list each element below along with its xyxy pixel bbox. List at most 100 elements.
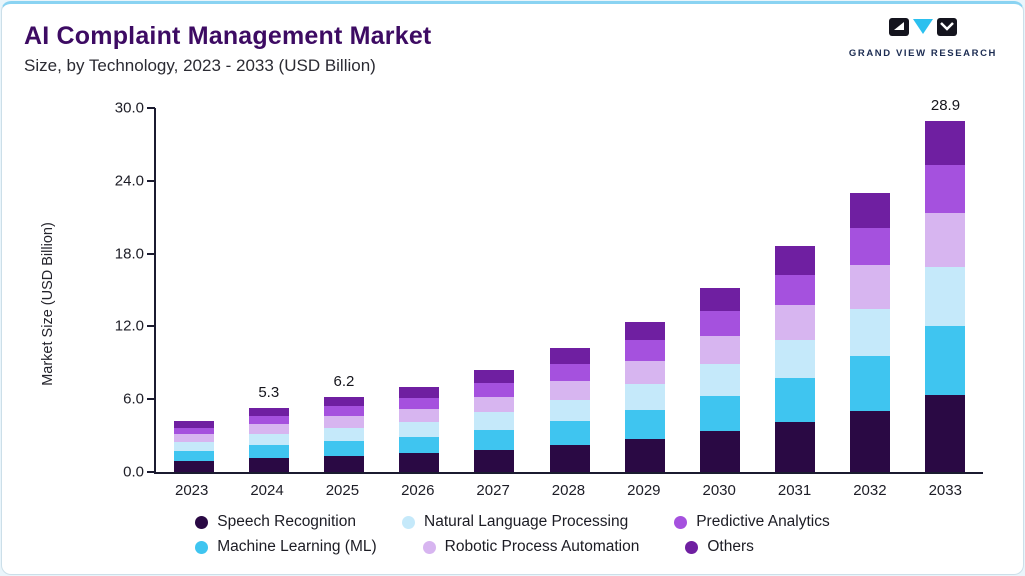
legend-label: Others: [707, 538, 754, 555]
bar-group-2030: [682, 108, 757, 472]
bar-segment: [399, 409, 440, 423]
logo-mark-icon: [853, 18, 993, 44]
y-tick-mark: [147, 398, 155, 401]
bar-segment: [248, 445, 289, 458]
bar-segment: [549, 380, 590, 400]
legend-dot-icon: [195, 540, 209, 554]
bar-segment: [699, 395, 740, 432]
bar-segment: [624, 409, 665, 439]
bar-segment: [399, 422, 440, 437]
bar-segment: [549, 363, 590, 381]
stacked-bar: [399, 387, 440, 472]
bar-segment: [399, 436, 440, 454]
legend-dot-icon: [685, 540, 699, 554]
legend-label: Speech Recognition: [217, 513, 356, 530]
bar-group-2023: [156, 108, 231, 472]
x-tick-label: 2026: [401, 482, 435, 499]
bar-segment: [474, 396, 515, 413]
y-tick-mark: [147, 471, 155, 473]
y-tick-mark: [147, 252, 155, 255]
page-title: AI Complaint Management Market: [24, 22, 432, 50]
bar-segment: [549, 444, 590, 472]
bar-segment: [173, 460, 214, 472]
bar-segment: [399, 387, 440, 398]
bar-group-2024: 5.3: [231, 108, 306, 472]
bar-segment: [699, 364, 740, 396]
bar-segment: [699, 431, 740, 472]
bar-segment: [775, 340, 816, 379]
bar-segment: [248, 457, 289, 472]
y-axis-title: Market Size (USD Billion): [40, 221, 56, 386]
legend-label: Predictive Analytics: [696, 513, 830, 530]
bar-segment: [323, 428, 364, 441]
bar-group-2031: [758, 108, 833, 472]
x-tick-label: 2023: [174, 482, 209, 499]
stacked-bar: [775, 246, 816, 472]
bar-segment: [775, 274, 816, 306]
x-tick-label: 2033: [928, 482, 962, 499]
x-tick-label: 2032: [853, 482, 887, 499]
bar-segment: [399, 397, 440, 410]
bar-segment: [699, 287, 740, 311]
legend-item: Robotic Process Automation: [422, 538, 640, 556]
bar-segment: [624, 321, 665, 341]
bar-value-label: 28.9: [930, 97, 961, 115]
legend-item: Others: [685, 538, 754, 556]
bar-segment: [925, 165, 966, 213]
stacked-bar: [624, 321, 665, 472]
bar-segment: [173, 421, 214, 428]
bar-segment: [624, 360, 665, 384]
grand-view-research-logo: GRAND VIEW RESEARCH: [849, 18, 997, 59]
bar-segment: [624, 383, 665, 410]
bar-segment: [925, 326, 966, 395]
bar-value-label: 6.2: [333, 372, 355, 390]
y-tick-label: 12.0: [114, 317, 144, 335]
y-tick-label: 18.0: [114, 245, 144, 263]
bar-segment: [173, 450, 214, 461]
bar-segment: [323, 396, 364, 407]
legend-item: Machine Learning (ML): [195, 538, 377, 556]
x-axis-labels: 2023 2024 2025 2026 2027 2028 2029 2030 2031 2032…: [154, 482, 983, 499]
bar-segment: [925, 121, 966, 166]
bar-group-2033: 28.9: [908, 97, 983, 472]
bar-segment: [925, 266, 966, 327]
bar-group-2032: [833, 108, 908, 472]
bar-segment: [474, 449, 515, 472]
x-tick-label: 2024: [250, 482, 284, 499]
y-tick-mark: [147, 179, 155, 182]
legend-dot-icon: [402, 515, 415, 529]
bar-segment: [549, 420, 590, 445]
bar-segment: [775, 422, 816, 472]
chart-region: Market Size (USD Billion) 5.3 6.2 28.9 0.0…: [2, 97, 983, 499]
bar-segment: [323, 440, 364, 456]
bar-segment: [248, 407, 289, 416]
stacked-bar: [850, 192, 891, 472]
stacked-bar: [323, 396, 364, 472]
bar-segment: [173, 427, 214, 435]
legend-row: Machine Learning (ML) Robotic Process Aut…: [195, 538, 830, 556]
y-tick-mark: [147, 107, 155, 109]
bar-segment: [925, 212, 966, 267]
bar-segment: [248, 415, 289, 425]
chart-header: AI Complaint Management Market Size, by …: [2, 4, 1023, 82]
x-tick-label: 2031: [777, 482, 812, 499]
bar-segment: [399, 453, 440, 472]
bar-segment: [323, 406, 364, 417]
bar-segment: [775, 378, 816, 423]
bar-segment: [474, 370, 515, 383]
legend-dot-icon: [195, 515, 209, 529]
bar-group-2028: [532, 108, 607, 472]
legend-dot-icon: [674, 515, 688, 529]
bar-value-label: 5.3: [258, 383, 280, 401]
stacked-bar: [248, 407, 289, 472]
bar-segment: [248, 434, 289, 446]
bar-segment: [775, 305, 816, 341]
bar-segment: [549, 348, 590, 364]
y-tick-mark: [147, 325, 155, 328]
legend-label: Robotic Process Automation: [444, 538, 640, 555]
bar-segment: [173, 442, 214, 451]
x-tick-label: 2027: [476, 482, 510, 499]
x-tick-label: 2030: [702, 482, 736, 499]
chart-legend: Speech Recognition Natural Language Proce…: [195, 513, 830, 556]
